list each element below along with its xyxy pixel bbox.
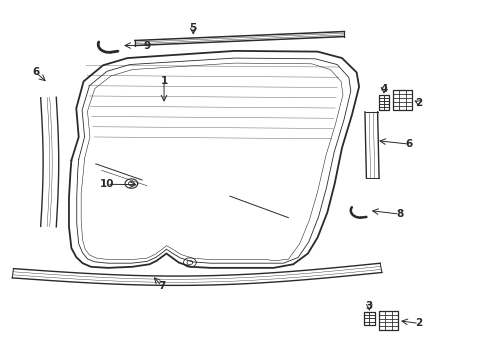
Bar xyxy=(392,90,411,110)
Bar xyxy=(383,107,388,110)
Bar xyxy=(399,90,405,94)
Text: 1: 1 xyxy=(160,76,167,86)
Text: 3: 3 xyxy=(365,301,372,311)
Bar xyxy=(399,94,405,98)
Bar xyxy=(392,106,399,110)
Bar xyxy=(383,104,388,107)
Text: 5: 5 xyxy=(189,23,197,33)
Bar xyxy=(378,323,385,326)
Bar xyxy=(392,102,399,106)
Bar xyxy=(405,102,411,106)
Bar xyxy=(405,94,411,98)
Text: 10: 10 xyxy=(100,179,114,189)
Bar xyxy=(378,101,383,104)
Text: 6: 6 xyxy=(405,139,412,149)
Bar xyxy=(378,311,385,315)
Bar xyxy=(383,101,388,104)
Bar xyxy=(378,315,385,319)
Bar xyxy=(385,326,391,330)
Text: 6: 6 xyxy=(32,67,40,77)
Bar xyxy=(378,95,388,110)
Bar xyxy=(368,312,374,315)
Bar xyxy=(392,90,399,94)
Bar xyxy=(368,315,374,319)
Text: 2: 2 xyxy=(415,98,422,108)
Bar xyxy=(363,312,374,325)
Bar xyxy=(391,315,397,319)
Text: 4: 4 xyxy=(380,84,387,94)
Bar xyxy=(363,322,368,325)
Bar xyxy=(391,319,397,323)
Text: 2: 2 xyxy=(415,319,422,328)
Bar xyxy=(391,323,397,326)
Bar xyxy=(368,322,374,325)
Bar xyxy=(392,94,399,98)
Bar xyxy=(363,312,368,315)
Bar xyxy=(378,326,385,330)
Bar xyxy=(385,323,391,326)
Bar xyxy=(378,98,383,101)
Bar xyxy=(385,311,391,315)
Bar xyxy=(378,104,383,107)
Bar xyxy=(391,311,397,315)
Bar xyxy=(405,98,411,102)
Bar xyxy=(392,98,399,102)
Bar xyxy=(363,315,368,319)
Bar xyxy=(378,319,385,323)
Bar xyxy=(378,107,383,110)
Bar xyxy=(405,106,411,110)
Bar xyxy=(405,90,411,94)
Bar xyxy=(391,326,397,330)
Bar xyxy=(368,319,374,322)
Bar xyxy=(383,98,388,101)
Bar xyxy=(383,95,388,98)
Bar xyxy=(399,106,405,110)
Bar xyxy=(363,319,368,322)
Bar xyxy=(385,319,391,323)
Bar xyxy=(399,98,405,102)
Bar xyxy=(378,95,383,98)
Text: 7: 7 xyxy=(158,281,165,291)
Text: 8: 8 xyxy=(395,209,403,219)
Bar xyxy=(399,102,405,106)
Bar xyxy=(385,315,391,319)
Text: 9: 9 xyxy=(143,41,150,50)
Bar xyxy=(378,311,397,330)
